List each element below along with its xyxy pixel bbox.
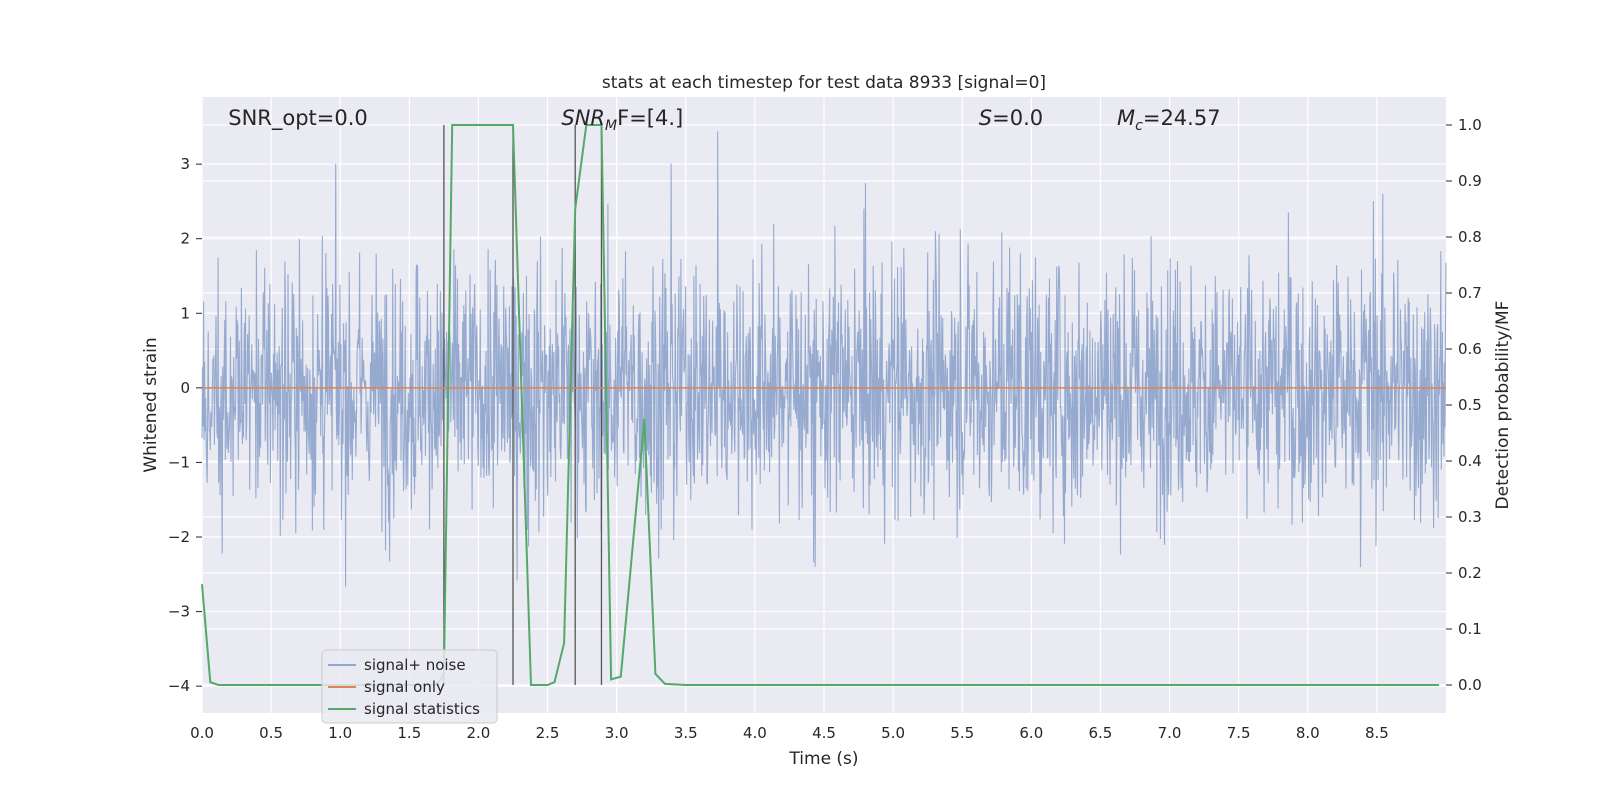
legend-label: signal only (364, 678, 445, 696)
x-tick-label: 1.5 (397, 724, 421, 742)
x-tick-label: 0.5 (259, 724, 283, 742)
x-tick-label: 2.5 (536, 724, 560, 742)
y-left-tick-label: 1 (180, 304, 190, 322)
x-tick-label: 5.0 (881, 724, 905, 742)
y-right-tick-label: 0.5 (1458, 396, 1482, 414)
x-tick-label: 6.0 (1019, 724, 1043, 742)
x-tick-label: 1.0 (328, 724, 352, 742)
y-right-tick-label: 0.4 (1458, 452, 1482, 470)
x-tick-label: 3.5 (674, 724, 698, 742)
legend-label: signal statistics (364, 700, 480, 718)
x-tick-label: 4.5 (812, 724, 836, 742)
x-tick-label: 3.0 (605, 724, 629, 742)
x-tick-label: 7.5 (1227, 724, 1251, 742)
x-axis-label: Time (s) (788, 749, 858, 769)
y-right-tick-label: 0.8 (1458, 228, 1482, 246)
annotation: S=0.0 (979, 106, 1043, 130)
y-right-axis-label: Detection probability/MF (1493, 301, 1513, 510)
annotation: Mc=24.57 (1117, 106, 1221, 134)
series-signal-noise (201, 131, 1447, 587)
y-right-tick-label: 0.9 (1458, 172, 1482, 190)
y-right-tick-label: 0.6 (1458, 340, 1482, 358)
x-tick-label: 0.0 (190, 724, 214, 742)
y-right-tick-label: 0.0 (1458, 676, 1482, 694)
y-left-tick-label: 2 (180, 230, 190, 248)
y-left-tick-label: −2 (168, 528, 190, 546)
chart-title: stats at each timestep for test data 893… (602, 73, 1046, 93)
y-right-tick-label: 1.0 (1458, 116, 1482, 134)
y-right-tick-label: 0.7 (1458, 284, 1482, 302)
annotation: SNR_opt=0.0 (228, 106, 368, 131)
y-left-tick-label: −4 (168, 677, 190, 695)
y-right-tick-label: 0.2 (1458, 564, 1482, 582)
y-left-tick-label: 0 (180, 379, 190, 397)
x-tick-label: 8.5 (1365, 724, 1389, 742)
y-left-axis-label: Whitened strain (141, 337, 161, 472)
y-left-tick-label: −3 (168, 603, 190, 621)
x-tick-label: 8.0 (1296, 724, 1320, 742)
y-right-tick-label: 0.3 (1458, 508, 1482, 526)
y-left-tick-label: −1 (168, 453, 190, 471)
legend (321, 649, 498, 724)
x-tick-label: 4.0 (743, 724, 767, 742)
annotation: SNRMF=[4.] (561, 106, 683, 134)
x-tick-label: 7.0 (1158, 724, 1182, 742)
x-tick-label: 2.0 (467, 724, 491, 742)
y-left-tick-label: 3 (180, 155, 190, 173)
x-tick-label: 5.5 (950, 724, 974, 742)
y-right-tick-label: 0.1 (1458, 620, 1482, 638)
x-tick-label: 6.5 (1089, 724, 1113, 742)
legend-label: signal+ noise (364, 656, 466, 674)
